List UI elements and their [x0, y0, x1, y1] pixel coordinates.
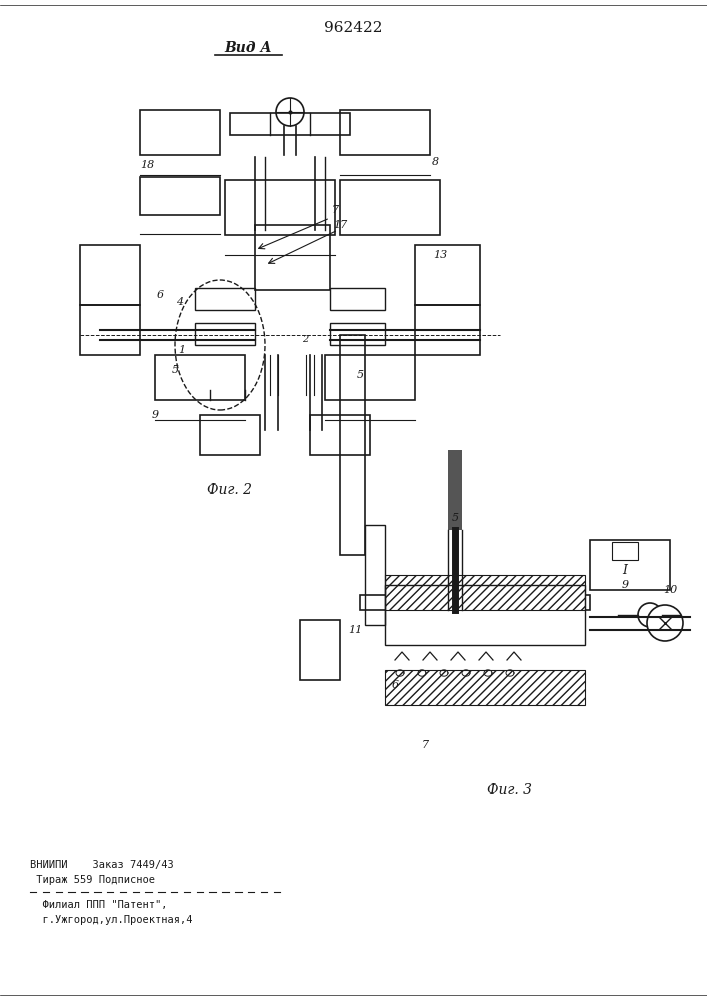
Text: Фиг. 3: Фиг. 3 [488, 783, 532, 797]
Bar [255, 225, 330, 290]
Text: 5: 5 [452, 513, 459, 523]
Text: ВНИИПИ    Заказ 7449/43: ВНИИПИ Заказ 7449/43 [30, 860, 174, 870]
Bar [340, 110, 430, 155]
Text: 6: 6 [392, 680, 399, 690]
Bar [195, 288, 255, 310]
Circle shape [276, 98, 304, 126]
Text: 2: 2 [302, 336, 308, 344]
Text: 18: 18 [140, 160, 154, 170]
Text: 10: 10 [663, 585, 677, 595]
Bar [310, 415, 370, 455]
Bar [415, 245, 480, 305]
Bar [330, 323, 385, 345]
Bar [155, 355, 245, 400]
Bar [415, 305, 480, 355]
Bar [80, 305, 140, 355]
Text: 9: 9 [621, 580, 629, 590]
Bar [200, 415, 260, 455]
Text: 7: 7 [332, 205, 339, 215]
Bar [612, 542, 638, 560]
Bar [230, 113, 350, 135]
Bar [448, 450, 462, 530]
Text: г.Ужгород,ул.Проектная,4: г.Ужгород,ул.Проектная,4 [30, 915, 192, 925]
Bar [140, 110, 220, 155]
Circle shape [638, 603, 662, 627]
Circle shape [647, 605, 683, 641]
Text: 962422: 962422 [324, 21, 382, 35]
Bar [385, 575, 585, 610]
Text: 4: 4 [177, 297, 184, 307]
Bar [385, 670, 585, 705]
Text: 1: 1 [178, 345, 185, 355]
Text: I: I [622, 564, 628, 576]
Bar [385, 585, 585, 645]
Text: 5: 5 [171, 365, 179, 375]
Bar [325, 355, 415, 400]
Bar [340, 180, 440, 235]
Bar [80, 245, 140, 305]
Bar [365, 525, 385, 625]
Bar [195, 323, 255, 345]
Text: Вид А: Вид А [224, 41, 271, 55]
Text: 9: 9 [151, 410, 158, 420]
Text: 6: 6 [156, 290, 163, 300]
Text: Фиг. 2: Фиг. 2 [207, 483, 252, 497]
Text: 17: 17 [333, 220, 347, 230]
Bar [300, 620, 340, 680]
Bar [140, 177, 220, 215]
Text: Тираж 559 Подписное: Тираж 559 Подписное [30, 875, 155, 885]
Text: Филиал ППП "Патент",: Филиал ППП "Патент", [30, 900, 168, 910]
Bar [360, 595, 590, 610]
Bar [340, 335, 365, 555]
Bar [330, 288, 385, 310]
Text: 13: 13 [433, 250, 447, 260]
Text: 8: 8 [431, 157, 438, 167]
Text: 11: 11 [348, 625, 362, 635]
Bar [225, 180, 335, 235]
Text: 5: 5 [356, 370, 363, 380]
Text: 7: 7 [421, 740, 428, 750]
Bar [590, 540, 670, 590]
